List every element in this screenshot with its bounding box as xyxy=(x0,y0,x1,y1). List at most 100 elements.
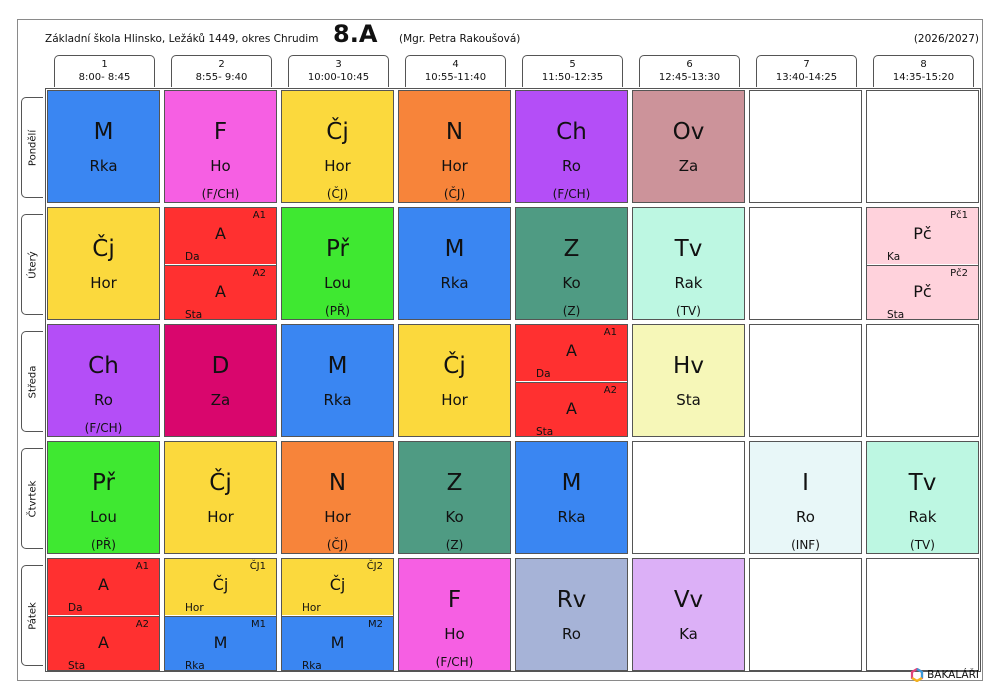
lesson-cell[interactable]: Čj Hor (ČJ) xyxy=(281,90,394,203)
subject-abbr: N xyxy=(328,470,347,496)
teacher-abbr: Hor xyxy=(324,157,351,175)
group-lesson[interactable]: ČJ1 Čj Hor xyxy=(165,559,276,615)
teacher-abbr: Rka xyxy=(185,660,205,671)
lesson-cell[interactable]: F Ho (F/CH) xyxy=(164,90,277,203)
lesson-cell[interactable]: M Rka xyxy=(47,90,160,203)
subject-abbr: Čj xyxy=(329,575,346,594)
subject-abbr: Ch xyxy=(88,353,119,379)
lesson-cell[interactable]: Př Lou (PŘ) xyxy=(47,441,160,554)
lesson-cell[interactable]: N Hor (ČJ) xyxy=(398,90,511,203)
period-time: 14:35-15:20 xyxy=(892,72,955,83)
subject-abbr: A xyxy=(98,575,109,594)
lesson-cell[interactable]: A1 A Da A2 A Sta xyxy=(47,558,160,671)
subject-abbr: F xyxy=(213,119,228,145)
teacher-abbr: Hor xyxy=(302,602,321,614)
lesson-cell[interactable]: N Hor (ČJ) xyxy=(281,441,394,554)
period-header: 3 10:00-10:45 xyxy=(288,55,389,87)
subject-abbr: D xyxy=(211,353,230,379)
lesson-cell[interactable]: Vv Ka xyxy=(632,558,745,671)
teacher-abbr: Ro xyxy=(562,157,581,175)
empty-cell xyxy=(632,441,745,554)
subject-abbr: M xyxy=(327,353,348,379)
lesson-cell[interactable]: D Za xyxy=(164,324,277,437)
group-label: A1 xyxy=(252,210,266,221)
empty-cell xyxy=(866,324,979,437)
room-label: (PŘ) xyxy=(325,304,350,318)
lesson-cell[interactable]: M Rka xyxy=(281,324,394,437)
group-label: ČJ2 xyxy=(366,561,383,572)
subject-abbr: M xyxy=(444,236,465,262)
group-label: A2 xyxy=(603,385,617,396)
group-lesson[interactable]: A1 A Da xyxy=(48,559,159,615)
lesson-cell[interactable]: Ch Ro (F/CH) xyxy=(47,324,160,437)
teacher-abbr: Da xyxy=(68,602,83,614)
empty-cell xyxy=(749,90,862,203)
period-number: 6 xyxy=(686,59,693,70)
group-lesson[interactable]: A2 A Sta xyxy=(48,616,159,671)
lesson-cell[interactable]: Čj Hor xyxy=(47,207,160,320)
lesson-cell[interactable]: Hv Sta xyxy=(632,324,745,437)
teacher-abbr: Ho xyxy=(444,625,465,643)
group-lesson[interactable]: ČJ2 Čj Hor xyxy=(282,559,393,615)
group-label: ČJ1 xyxy=(249,561,266,572)
empty-cell xyxy=(749,558,862,671)
group-lesson[interactable]: A2 A Sta xyxy=(516,382,627,436)
teacher-abbr: Hor xyxy=(90,274,117,292)
group-lesson[interactable]: Pč1 Pč Ka xyxy=(867,208,978,264)
bakalari-logo-icon xyxy=(910,668,924,682)
subject-abbr: M xyxy=(213,633,228,652)
lesson-cell[interactable]: M Rka xyxy=(398,207,511,320)
room-label: (TV) xyxy=(676,304,701,318)
subject-abbr: Čj xyxy=(212,575,229,594)
room-label: (PŘ) xyxy=(91,538,116,552)
teacher-abbr: Ro xyxy=(796,508,815,526)
lesson-cell[interactable]: I Ro (INF) xyxy=(749,441,862,554)
room-label: (Z) xyxy=(562,304,581,318)
teacher-abbr: Sta xyxy=(887,309,905,320)
lesson-cell[interactable]: A1 A Da A2 A Sta xyxy=(164,207,277,320)
teacher-abbr: Sta xyxy=(68,660,86,671)
teacher-abbr: Da xyxy=(185,251,200,263)
lesson-cell[interactable]: Pč1 Pč Ka Pč2 Pč Sta xyxy=(866,207,979,320)
school-year: (2026/2027) xyxy=(913,33,979,45)
day-name: Úterý xyxy=(27,250,38,279)
teacher-abbr: Ko xyxy=(445,508,464,526)
lesson-cell[interactable]: Tv Rak (TV) xyxy=(632,207,745,320)
group-lesson[interactable]: A1 A Da xyxy=(165,208,276,264)
group-lesson[interactable]: M2 M Rka xyxy=(282,616,393,670)
period-time: 11:50-12:35 xyxy=(541,72,604,83)
period-time: 10:55-11:40 xyxy=(424,72,487,83)
lesson-cell[interactable]: ČJ1 Čj Hor M1 M Rka xyxy=(164,558,277,671)
teacher-abbr: Za xyxy=(210,391,231,409)
teacher-abbr: Ro xyxy=(562,625,581,643)
group-lesson[interactable]: A1 A Da xyxy=(516,325,627,381)
subject-abbr: Tv xyxy=(908,470,937,496)
group-lesson[interactable]: A2 A Sta xyxy=(165,265,276,319)
lesson-cell[interactable]: F Ho (F/CH) xyxy=(398,558,511,671)
lesson-cell[interactable]: Př Lou (PŘ) xyxy=(281,207,394,320)
lesson-cell[interactable]: Ch Ro (F/CH) xyxy=(515,90,628,203)
period-header: 7 13:40-14:25 xyxy=(756,55,857,87)
lesson-cell[interactable]: Čj Hor xyxy=(164,441,277,554)
subject-abbr: M xyxy=(561,470,582,496)
lesson-cell[interactable]: M Rka xyxy=(515,441,628,554)
lesson-cell[interactable]: Z Ko (Z) xyxy=(398,441,511,554)
lesson-cell[interactable]: A1 A Da A2 A Sta xyxy=(515,324,628,437)
room-label: (ČJ) xyxy=(443,187,466,201)
teacher-abbr: Ho xyxy=(210,157,231,175)
day-label: Pondělí xyxy=(21,97,43,198)
timetable-grid: M Rka F Ho (F/CH) Čj Hor (ČJ) N Hor (ČJ) Ch Ro (F/CH)… xyxy=(45,88,981,672)
period-header: 2 8:55- 9:40 xyxy=(171,55,272,87)
teacher-abbr: Da xyxy=(536,368,551,380)
lesson-cell[interactable]: Z Ko (Z) xyxy=(515,207,628,320)
lesson-cell[interactable]: Čj Hor xyxy=(398,324,511,437)
group-label: A1 xyxy=(135,561,149,572)
lesson-cell[interactable]: Ov Za xyxy=(632,90,745,203)
subject-abbr: Př xyxy=(326,236,349,262)
lesson-cell[interactable]: ČJ2 Čj Hor M2 M Rka xyxy=(281,558,394,671)
group-lesson[interactable]: Pč2 Pč Sta xyxy=(867,265,978,320)
lesson-cell[interactable]: Tv Rak (TV) xyxy=(866,441,979,554)
lesson-cell[interactable]: Rv Ro xyxy=(515,558,628,671)
subject-abbr: A xyxy=(98,633,109,652)
group-lesson[interactable]: M1 M Rka xyxy=(165,616,276,671)
